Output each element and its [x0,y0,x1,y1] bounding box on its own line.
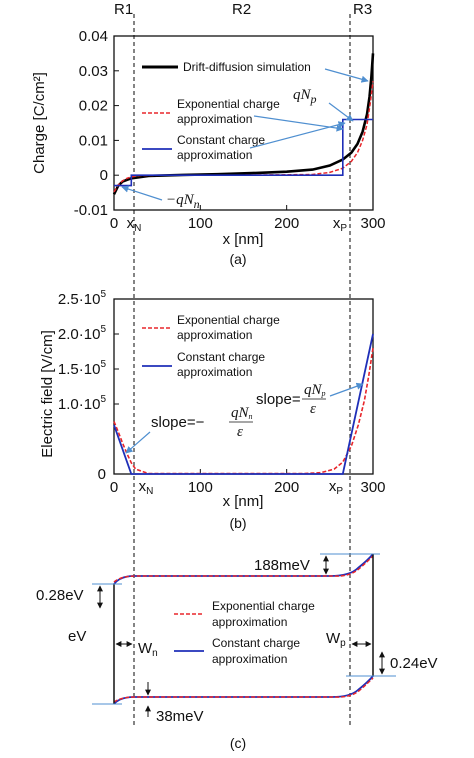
panel-a-xp-mark: xP [333,215,348,234]
conduction-band-constant [113,553,374,585]
label-38mev: 38meV [156,708,204,725]
panel-b-xn-mark: xN [139,478,154,497]
panel-b-y-tick-label: 1.0·105 [58,394,107,413]
legend-c-exponential-label: Exponential charge [212,599,315,613]
arrow-a-simulation [324,68,369,83]
conduction-band-exponential [113,555,374,583]
panel-b-x-axis-label: x [nm] [223,493,264,510]
arrow-b-left-slope [125,431,151,454]
slope-left-denominator: ε [237,424,243,440]
legend-c-constant-label: Constant charge [212,636,300,650]
panel-a-x-tick-label: 100 [188,215,213,232]
valence-band-exponential [113,677,374,703]
slope-right-numerator: qNp [304,382,326,398]
panel-b-x-tick-label: 100 [188,479,213,496]
panel-a-y-axis-label: Charge [C/cm²] [31,72,48,174]
panel-b: 2.5·105 2.0·105 1.5·105 1.0·105 0 0 100 200 300… [39,289,386,531]
legend-a-exponential-label: Exponential charge [177,97,280,111]
legend-c-constant-label-2: approximation [212,652,287,666]
series-constant-charge-approximation [113,333,374,475]
arrow-a-qnp [328,102,354,122]
slope-right-prefix: slope= [256,391,301,408]
legend-a-constant-label: Constant charge [177,133,265,147]
panel-a: 0.040.030.020.010-0.01 0 100 200 300 Charge… [31,28,386,267]
legend-b-constant-label: Constant charge [177,350,265,364]
arrow-a-constant [249,121,346,149]
region-r3-label: R3 [353,1,372,18]
panel-a-x-tick-label: 300 [360,215,385,232]
legend-a-constant-label-2: approximation [177,148,252,162]
panel-b-y-tick-label: 0 [98,466,106,483]
panel-c: 188meV 0.28eV eV Wn Wp 0.24eV 38meV Expo… [36,553,438,751]
panel-a-y-tick-label: 0 [100,167,108,184]
label-wn: Wn [138,640,158,659]
panel-a-x-ticks: 0 100 200 300 [110,205,386,232]
label-188mev: 188meV [254,557,310,574]
panel-b-caption: (b) [229,515,246,531]
legend-b-exponential-label-2: approximation [177,328,252,342]
panel-a-x-axis-label: x [nm] [223,231,264,248]
legend-a-simulation-label: Drift-diffusion simulation [183,60,311,74]
panel-a-y-tick-label: 0.03 [79,63,108,80]
panel-c-caption: (c) [230,735,246,751]
label-wp: Wp [326,630,346,649]
legend-c-exponential-label-2: approximation [212,615,287,629]
label-024ev: 0.24eV [390,655,438,672]
panel-c-y-axis-label: eV [68,628,86,645]
legend-a-exponential-label-2: approximation [177,112,252,126]
arrow-b-right-slope [329,382,364,397]
panel-a-x-tick-label: 200 [274,215,299,232]
legend-b-exponential-label: Exponential charge [177,313,280,327]
legend-b-constant-label-2: approximation [177,365,252,379]
panel-b-x-tick-label: 300 [360,479,385,496]
panel-a-x-tick-label: 0 [110,215,118,232]
panel-b-x-tick-label: 0 [110,479,118,496]
panel-a-xn-mark: xN [127,215,142,234]
region-r2-label: R2 [232,1,251,18]
panel-b-y-tick-label: 2.0·105 [58,324,107,343]
valence-band-constant [113,675,374,705]
panel-b-y-axis-label: Electric field [V/cm] [39,330,56,458]
panel-a-caption: (a) [229,251,246,267]
panel-a-frame [113,35,374,211]
panel-a-y-tick-label: 0.04 [79,28,108,45]
panel-a-y-tick-label: -0.01 [74,202,108,219]
panel-b-xp-mark: xP [329,478,344,497]
arrow-a-qnn [121,185,163,201]
slope-left-numerator: qNn [231,405,253,421]
annotation-qnp: qNp [293,87,317,106]
panel-b-y-tick-label: 2.5·105 [58,289,107,308]
panel-b-x-ticks: 0 100 200 300 [110,469,386,496]
slope-left-prefix: slope=− [151,414,205,431]
panel-b-x-tick-label: 200 [274,479,299,496]
panel-a-y-ticks: 0.04 0.03 0.02 0.01 0 -0.01 [74,28,119,219]
annotation-neg-qnn: −qNn [166,192,200,211]
panel-b-y-tick-label: 1.5·105 [58,359,107,378]
label-028ev: 0.28eV [36,587,84,604]
panel-a-y-tick-label: 0.01 [79,132,108,149]
panel-b-series [113,333,374,475]
panel-a-y-tick-label: 0.02 [79,98,108,115]
region-r1-label: R1 [114,1,133,18]
slope-right-denominator: ε [310,401,316,417]
panel-b-y-ticks: 2.5·105 2.0·105 1.5·105 1.0·105 0 [58,289,119,483]
